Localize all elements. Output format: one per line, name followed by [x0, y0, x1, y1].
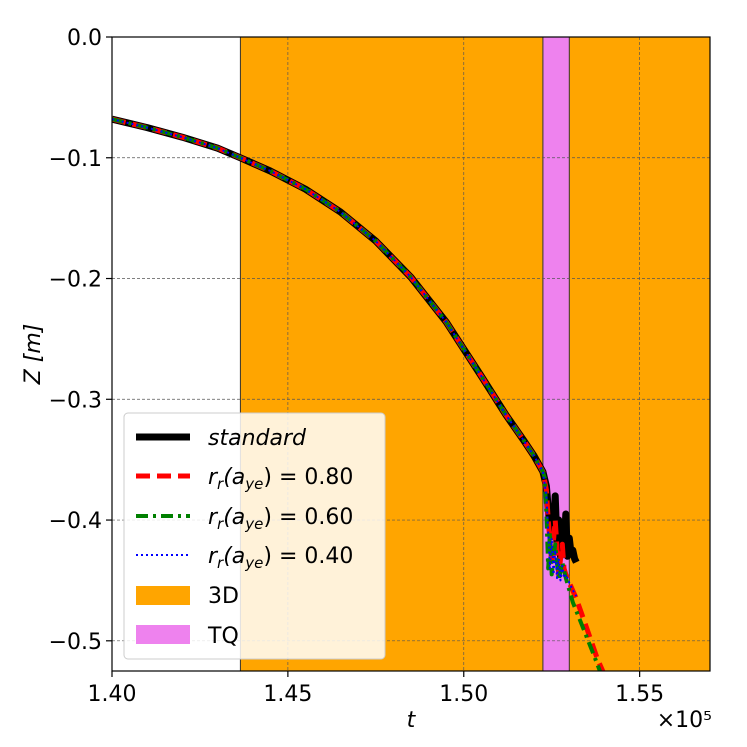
legend-rr-040-close: ): [263, 544, 272, 569]
legend-rr-060-sub2: ye: [244, 515, 263, 533]
legend-label-rr-060: rr(aye) = 0.60: [208, 505, 353, 533]
legend-rr-080-paren: (a: [223, 465, 245, 490]
x-axis-label: t: [407, 708, 417, 733]
legend-rr-080-value: = 0.80: [272, 465, 353, 490]
legend-rr-080-r: r: [208, 465, 219, 490]
y-axis-ticks: 0.0 −0.1 −0.2 −0.3 −0.4 −0.5: [49, 26, 112, 655]
legend-rr-060-close: ): [263, 505, 272, 530]
plot-frame: [111, 36, 711, 672]
legend-rr-080-sub: r: [217, 475, 224, 493]
legend-rr-040-sub: r: [217, 554, 224, 572]
x-axis-multiplier: ×10⁵: [657, 708, 712, 733]
legend-rr-040-r: r: [208, 544, 219, 569]
legend-label-rr-080: rr(aye) = 0.80: [208, 465, 353, 493]
x-tick-label: 1.40: [88, 682, 137, 707]
y-tick-label: 0.0: [67, 26, 102, 51]
x-tick-label: 1.50: [439, 682, 488, 707]
legend-label-standard: standard: [208, 426, 307, 451]
x-tick-label: 1.55: [615, 682, 664, 707]
legend-label-3d: 3D: [208, 584, 239, 609]
legend-rr-060-r: r: [208, 505, 219, 530]
legend-label-tq: TQ: [207, 624, 239, 649]
series-lines: [112, 115, 606, 671]
legend-rr-040-paren: (a: [223, 544, 245, 569]
y-axis-label: Z [m]: [21, 324, 46, 386]
legend-swatch-3d: [136, 586, 190, 605]
y-tick-label: −0.1: [49, 147, 102, 172]
legend-rr-060-value: = 0.60: [272, 505, 353, 530]
legend-rr-040-sub2: ye: [244, 554, 263, 572]
legend: standard rr(aye) = 0.80 rr(aye) = 0.60 r…: [123, 412, 386, 660]
legend-rr-040-value: = 0.40: [272, 544, 353, 569]
y-tick-label: −0.5: [49, 630, 102, 655]
legend-rr-060-sub: r: [217, 515, 224, 533]
y-tick-label: −0.3: [49, 388, 102, 413]
x-axis-ticks: 1.40 1.45 1.50 1.55: [88, 671, 664, 707]
x-tick-label: 1.45: [263, 682, 312, 707]
y-tick-label: −0.2: [49, 268, 102, 293]
legend-rr-080-sub2: ye: [244, 475, 263, 493]
legend-rr-080-close: ): [263, 465, 272, 490]
y-tick-label: −0.4: [49, 509, 102, 534]
legend-label-rr-040: rr(aye) = 0.40: [208, 544, 353, 572]
series-line-3: [112, 118, 578, 597]
legend-swatch-tq: [136, 625, 190, 644]
legend-rr-060-paren: (a: [223, 505, 245, 530]
